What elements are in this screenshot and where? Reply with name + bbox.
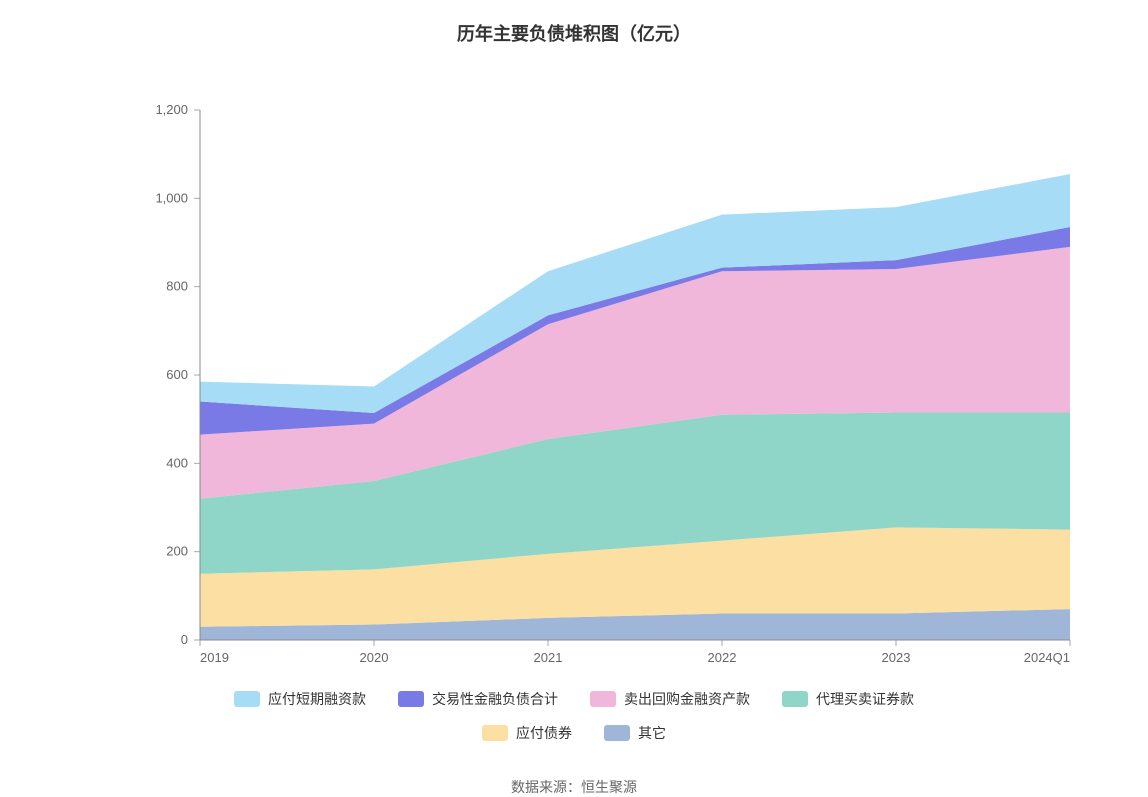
y-axis-label: 0 [181,632,188,647]
legend-item-other[interactable]: 其它 [604,719,666,747]
chart-legend: 应付短期融资款 交易性金融负债合计 卖出回购金融资产款 代理买卖证券款应付债券 其它 [0,685,1148,753]
legend-label: 应付短期融资款 [268,685,366,713]
legend-item-short_term_fin[interactable]: 应付短期融资款 [234,685,366,713]
legend-label: 代理买卖证券款 [816,685,914,713]
y-axis-label: 1,000 [155,190,188,205]
y-axis-label: 200 [166,544,188,559]
legend-label: 应付债券 [516,719,572,747]
legend-label: 交易性金融负债合计 [432,685,558,713]
legend-swatch [590,691,616,707]
legend-swatch [482,725,508,741]
x-axis-label: 2024Q1 [1024,650,1070,665]
chart-title: 历年主要负债堆积图（亿元） [0,0,1148,46]
legend-swatch [234,691,260,707]
x-axis-label: 2020 [360,650,389,665]
legend-swatch [604,725,630,741]
chart-area: 0 200 400 600 800 1,000 1,200 2019 2020 2021 2022 2… [0,46,1148,685]
legend-swatch [782,691,808,707]
y-axis-label: 600 [166,367,188,382]
legend-swatch [398,691,424,707]
legend-label: 卖出回购金融资产款 [624,685,750,713]
legend-item-trading_fin_liab[interactable]: 交易性金融负债合计 [398,685,558,713]
legend-item-agency_sec[interactable]: 代理买卖证券款 [782,685,914,713]
y-axis-label: 400 [166,455,188,470]
legend-row: 应付短期融资款 交易性金融负债合计 卖出回购金融资产款 代理买卖证券款 [0,685,1148,719]
y-axis-label: 800 [166,279,188,294]
x-axis-label: 2019 [200,650,229,665]
y-axis-label: 1,200 [155,102,188,117]
x-axis-label: 2023 [882,650,911,665]
legend-label: 其它 [638,719,666,747]
x-axis-label: 2021 [534,650,563,665]
x-axis-label: 2022 [708,650,737,665]
chart-source: 数据来源：恒生聚源 [0,777,1148,797]
legend-row: 应付债券 其它 [0,719,1148,753]
legend-item-repo_sold[interactable]: 卖出回购金融资产款 [590,685,750,713]
legend-item-bonds_payable[interactable]: 应付债券 [482,719,572,747]
stacked-area-svg: 0 200 400 600 800 1,000 1,200 2019 2020 2021 2022 2… [0,46,1148,680]
